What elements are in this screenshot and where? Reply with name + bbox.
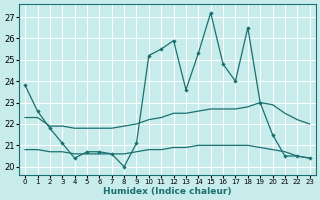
X-axis label: Humidex (Indice chaleur): Humidex (Indice chaleur) [103,187,232,196]
